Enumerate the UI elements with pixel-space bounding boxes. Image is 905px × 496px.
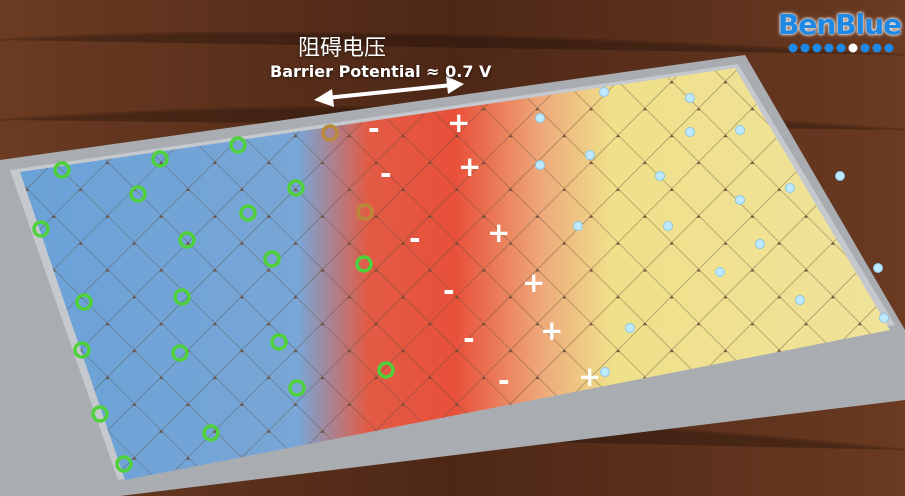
svg-text:-: - bbox=[498, 364, 510, 397]
svg-text:-: - bbox=[409, 222, 421, 255]
hole-rings bbox=[32, 124, 395, 473]
plus-ions: + + + + + + bbox=[447, 106, 601, 393]
barrier-title-en: Barrier Potential ≈ 0.7 V bbox=[270, 62, 492, 81]
svg-text:-: - bbox=[463, 322, 475, 355]
brand-logo-text: BenBlue bbox=[778, 8, 902, 41]
barrier-title-cn: 阻碍电压 bbox=[298, 36, 387, 61]
electron-dots bbox=[535, 87, 889, 377]
barrier-width-arrow bbox=[314, 76, 464, 107]
svg-text:+: + bbox=[458, 150, 481, 183]
svg-text:+: + bbox=[540, 314, 563, 347]
svg-text:-: - bbox=[380, 157, 392, 190]
logo-dots-icon bbox=[788, 43, 894, 53]
svg-text:+: + bbox=[487, 216, 510, 249]
svg-text:-: - bbox=[443, 274, 455, 307]
svg-text:+: + bbox=[447, 106, 470, 139]
minus-ions: - - - - - - bbox=[368, 112, 510, 397]
svg-text:+: + bbox=[578, 360, 601, 393]
svg-text:-: - bbox=[368, 112, 380, 145]
svg-text:+: + bbox=[522, 266, 545, 299]
